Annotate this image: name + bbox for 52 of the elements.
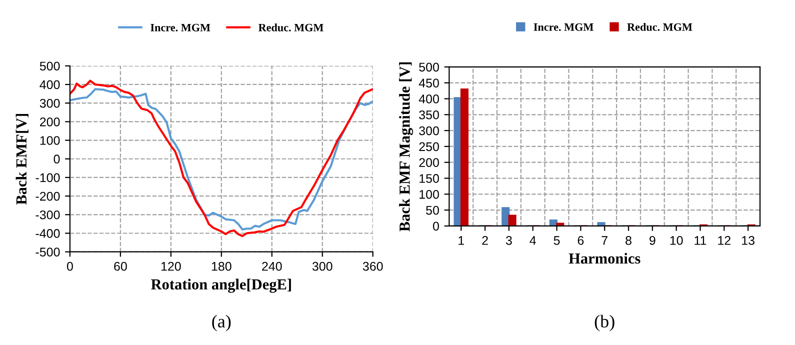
legend-label: Reduc. MGM	[258, 24, 324, 32]
x-axis-title: Rotation angle[DegE]	[151, 278, 291, 293]
y-tick-label: 500	[40, 62, 60, 71]
x-tick-label: 4	[530, 236, 536, 245]
text: (b)	[594, 314, 614, 332]
y-tick-label: 400	[40, 80, 60, 90]
legend-label: Incre. MGM	[150, 24, 210, 32]
y-tick-label: -100	[36, 173, 60, 182]
x-tick-label: 12	[718, 236, 730, 245]
x-tick-label: 0	[66, 262, 73, 271]
y-tick-label: 0	[54, 154, 60, 164]
x-tick-label: 60	[114, 262, 127, 271]
y-tick-label: -200	[36, 192, 60, 201]
y-tick-label: 100	[420, 190, 439, 199]
x-tick-label: 10	[670, 236, 683, 245]
y-tick-label: 400	[418, 94, 439, 104]
y-tick-label: 0	[432, 222, 439, 231]
y-tick-label: -400	[36, 229, 60, 238]
x-tick-label: 13	[742, 236, 754, 245]
x-tick-label: 6	[578, 236, 584, 245]
x-tick-label: 3	[506, 236, 512, 245]
y-tick-label: 500	[419, 62, 439, 72]
legend-label: Reduc. MGM	[627, 22, 692, 31]
x-tick-label: 360	[362, 262, 383, 271]
x-tick-label: 240	[262, 262, 282, 271]
y-tick-label: -500	[36, 248, 60, 256]
legend-label: Incre. MGM	[534, 23, 594, 31]
y-tick-label: 50	[426, 206, 439, 215]
y-axis-title: Back EMF Magnitude [V]	[399, 62, 414, 232]
y-tick-label: 300	[419, 126, 439, 136]
y-tick-label: 200	[40, 117, 60, 126]
y-tick-label: 150	[420, 174, 439, 183]
x-tick-label: 120	[161, 262, 181, 271]
x-tick-label: 2	[482, 236, 488, 245]
y-tick-label: -300	[36, 210, 60, 220]
x-axis-title: Harmonics	[568, 252, 640, 264]
x-tick-label: 9	[650, 236, 656, 245]
y-tick-label: 350	[419, 110, 439, 120]
y-axis-title: Back EMF[V]	[16, 114, 28, 205]
x-tick-label: 8	[626, 236, 632, 245]
y-tick-label: 100	[40, 136, 60, 145]
x-tick-label: 7	[602, 236, 608, 245]
x-tick-label: 11	[694, 236, 706, 245]
y-tick-label: 250	[419, 142, 439, 152]
x-tick-label: 180	[212, 262, 232, 271]
y-tick-label: 300	[40, 98, 60, 108]
text: (a)	[212, 314, 231, 332]
x-tick-label: 5	[554, 236, 560, 245]
x-tick-label: 300	[312, 262, 332, 271]
y-tick-label: 200	[419, 158, 439, 168]
x-tick-label: 1	[458, 236, 464, 245]
y-tick-label: 450	[418, 78, 439, 88]
